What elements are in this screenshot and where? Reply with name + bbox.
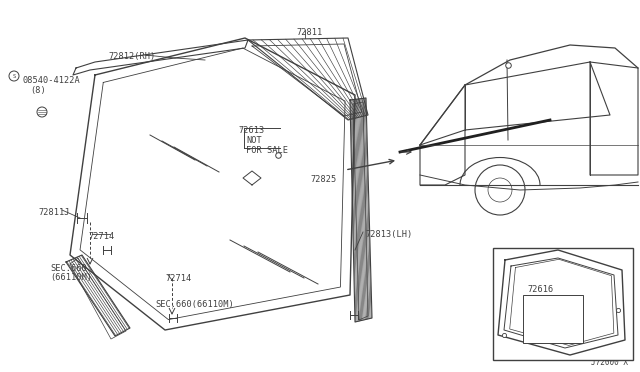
Text: 08540-4122A: 08540-4122A — [22, 76, 80, 85]
Text: (66110M): (66110M) — [50, 273, 92, 282]
Text: 72811: 72811 — [296, 28, 323, 37]
Text: 72811J: 72811J — [38, 208, 70, 217]
Text: J72000 X: J72000 X — [591, 358, 628, 367]
Text: 72714: 72714 — [165, 274, 191, 283]
Text: 72616: 72616 — [527, 285, 553, 294]
Text: (8): (8) — [30, 86, 45, 95]
Text: 72812(RH): 72812(RH) — [108, 52, 156, 61]
Text: 72813(LH): 72813(LH) — [365, 230, 412, 239]
Text: 72613: 72613 — [238, 126, 264, 135]
Text: 72714: 72714 — [88, 232, 115, 241]
Text: FOR SALE: FOR SALE — [246, 146, 288, 155]
Bar — [523, 295, 583, 343]
Text: SEC.660: SEC.660 — [50, 264, 87, 273]
Text: 72825: 72825 — [310, 175, 336, 184]
Text: S: S — [12, 74, 15, 78]
Bar — [493, 248, 633, 360]
Text: 72616: 72616 — [527, 285, 553, 294]
Text: SEC.660(66110M): SEC.660(66110M) — [155, 300, 234, 309]
Text: NOT: NOT — [246, 136, 262, 145]
